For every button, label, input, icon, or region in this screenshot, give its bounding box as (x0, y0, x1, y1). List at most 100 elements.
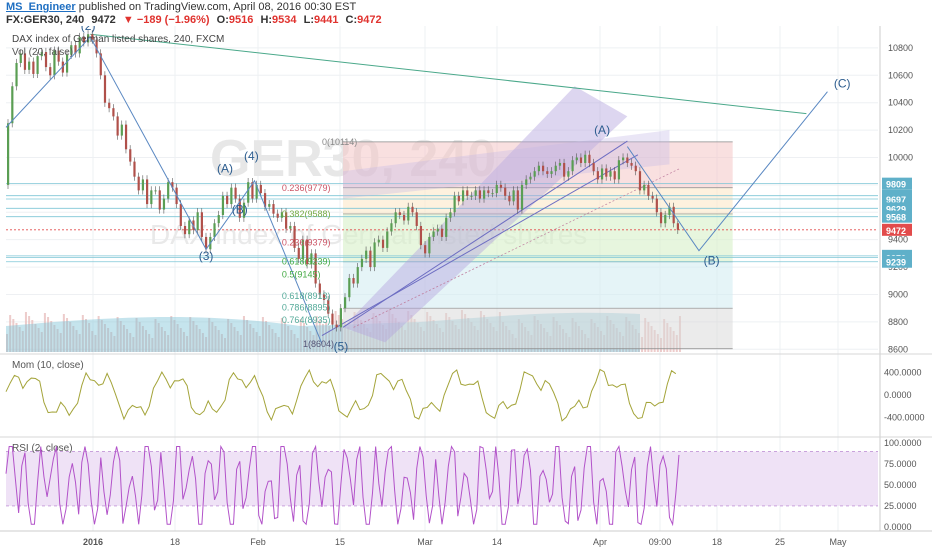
candle-body (563, 162, 566, 177)
candle-body (457, 195, 460, 202)
volume-bar (334, 311, 337, 352)
candle-body (533, 171, 536, 177)
volume-bar (189, 317, 192, 352)
volume-bar (192, 321, 195, 352)
candle-body (99, 53, 102, 76)
candle-body (327, 299, 330, 314)
candle-body (167, 182, 170, 199)
momentum-tick-label: 0.0000 (884, 390, 912, 400)
time-tick-label: Mar (417, 537, 433, 547)
candle-body (558, 162, 562, 166)
price-tick-label: 8800 (888, 317, 908, 327)
candle-body (226, 195, 229, 205)
candle-body (596, 171, 599, 180)
volume-bar (75, 330, 78, 352)
volume-bar (107, 328, 110, 352)
candle-body (251, 182, 254, 199)
volume-bar (160, 327, 163, 352)
wave-label: (A) (217, 162, 233, 176)
candle-body (617, 160, 621, 180)
candle-body (234, 187, 237, 199)
fib-label: 1(8604) (303, 339, 334, 349)
volume-bar (78, 334, 81, 352)
rsi-tick-label: 50.0000 (884, 480, 917, 490)
volume-bar (50, 321, 53, 352)
volume-bar (252, 328, 255, 352)
volume-bar (31, 320, 34, 352)
volume-bar (258, 336, 261, 352)
candle-body (15, 62, 18, 87)
volume-bar (88, 323, 91, 352)
candle-body (301, 239, 305, 259)
volume-bar (315, 316, 318, 352)
volume-bar (170, 316, 173, 352)
chart-canvas[interactable]: GER30, 240DAX index of German listed sha… (0, 26, 932, 550)
candle-body (643, 184, 646, 191)
published-text: published on TradingView.com, April 08, … (78, 1, 357, 13)
volume-bar (43, 313, 46, 352)
wave-label: (2) (81, 26, 96, 33)
time-tick-label: Feb (250, 537, 266, 547)
candle-body (133, 161, 136, 177)
wave-line-left (5, 36, 323, 344)
candle-body (310, 253, 313, 265)
candle-body (32, 61, 35, 74)
candle-body (183, 225, 187, 235)
candle-body (369, 250, 372, 268)
price-candles (7, 30, 679, 332)
candle-body (344, 297, 347, 309)
price-badge-label: 9472 (886, 226, 906, 236)
volume-bar (318, 320, 321, 352)
close-value: 9472 (357, 14, 382, 26)
symbol-text: FX:GER30, 240 (6, 14, 85, 26)
volume-bar (198, 329, 201, 352)
low-value: 9441 (313, 14, 339, 26)
price-badge-label: 9239 (886, 258, 906, 268)
candle-body (255, 184, 258, 199)
candle-body (436, 228, 439, 232)
candle-body (377, 239, 380, 243)
volume-bar (265, 321, 268, 352)
momentum-tick-label: 400.0000 (884, 368, 922, 378)
fib-label: 0.236(9379) (282, 238, 331, 248)
volume-bar (220, 334, 223, 352)
candle-body (386, 231, 389, 248)
fib-label: 0.236(9779) (282, 183, 331, 193)
change-text: ▼ −189 (−1.96%) (122, 14, 210, 26)
candle-body (204, 236, 208, 250)
candle-body (108, 102, 111, 109)
rsi-title: RSI (2, close) (12, 443, 73, 454)
volume-bar (179, 328, 182, 352)
candle-body (263, 193, 267, 207)
price-badge-label: 9629 (886, 204, 906, 214)
volume-bar (233, 327, 236, 352)
author-link[interactable]: MS_Engineer (6, 1, 76, 13)
volume-bar (9, 315, 12, 352)
candle-body (495, 184, 498, 194)
candle-body (588, 154, 591, 163)
volume-bar (37, 328, 40, 352)
volume-bar (154, 319, 157, 352)
open-value: 9516 (228, 14, 254, 26)
candle-body (331, 313, 334, 325)
time-tick-label: Apr (593, 537, 607, 547)
volume-bar (116, 317, 119, 352)
high-value: 9534 (272, 14, 297, 26)
candle-body (579, 157, 583, 163)
rsi-pane: RSI (2, close) 100.0000 75.0000 50.0000 25.0… (5, 438, 922, 532)
volume-bar (132, 337, 135, 352)
volume-bar (62, 314, 65, 352)
low-label: L: (303, 14, 314, 26)
time-tick-label: 09:00 (649, 537, 672, 547)
price-badge-label: 9809 (886, 180, 906, 190)
momentum-pane: Mom (10, close) 400.0000 0.0000 -400.0000 (5, 360, 925, 422)
volume-bar (135, 318, 138, 352)
candle-body (415, 212, 418, 226)
candle-body (150, 190, 153, 205)
main-chart-title: DAX index of German listed shares, 240, … (12, 34, 224, 45)
candle-body (103, 75, 107, 103)
candle-body (200, 212, 203, 237)
candle-body (609, 171, 612, 177)
candle-body (238, 198, 241, 218)
wave-label: (3) (199, 249, 214, 263)
